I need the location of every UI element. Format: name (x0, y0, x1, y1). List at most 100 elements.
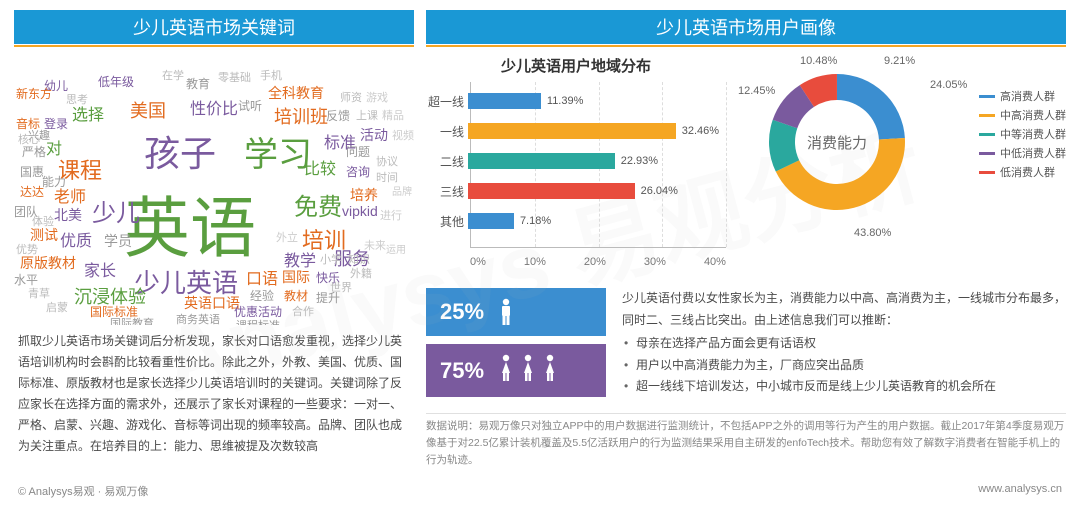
wordcloud-word: 手机 (260, 67, 282, 83)
wordcloud-word: 视频 (392, 127, 414, 143)
wordcloud-word: 达达 (20, 183, 44, 200)
left-underline (14, 45, 414, 47)
wordcloud-word: 师资 (340, 89, 362, 105)
wordcloud-word: 能力 (42, 173, 66, 190)
summary-bullet: 用户以中高消费能力为主，厂商应突出品质 (622, 355, 1066, 377)
wordcloud-word: 国惠 (20, 163, 44, 180)
wordcloud-word: vipkid (342, 203, 378, 219)
donut-pct-label: 43.80% (854, 227, 891, 239)
donut-chart-area: 消费能力12.45% 10.48% 9.21% 24.05% 43.80% 高消费人群中高… (734, 55, 1066, 272)
wordcloud-word: 优质 (60, 227, 92, 251)
wordcloud-word: 核心 (18, 131, 40, 147)
wordcloud-word: 零基础 (218, 69, 251, 85)
wordcloud-word: 在学 (162, 67, 184, 83)
wordcloud-word: 外籍 (350, 265, 372, 281)
summary-intro: 少儿英语付费以女性家长为主，消费能力以中高、高消费为主，一线城市分布最多，同时二… (622, 288, 1066, 331)
wordcloud-word: 知识 (348, 251, 370, 267)
wordcloud-word: 进行 (380, 207, 402, 223)
wordcloud-word: 学员 (104, 231, 132, 251)
wordcloud-word: 游戏 (366, 89, 388, 105)
left-panel: 少儿英语市场关键词 英语孩子学习少儿英语少儿免费课程美国培训班培训服务比较标准v… (14, 10, 414, 464)
wordcloud-word: 家长 (84, 257, 116, 281)
wordcloud-word: 原版教材 (20, 253, 76, 273)
male-icon (498, 298, 514, 326)
bar-chart: 超一线11.39% 一线32.46% 二线22.93% 三线26.04% 其他7.18%… (426, 82, 726, 272)
summary-block: 少儿英语付费以女性家长为主，消费能力以中高、高消费为主，一线城市分布最多，同时二… (622, 288, 1066, 405)
wordcloud-word: 国际教育 (110, 315, 154, 325)
bar-row: 超一线11.39% (426, 90, 726, 112)
bar-row: 三线26.04% (426, 180, 726, 202)
wordcloud-word: 比较 (304, 155, 336, 179)
wordcloud-word: 商务英语 (176, 311, 220, 325)
wordcloud-word: 外立 (276, 229, 298, 245)
female-icons (498, 354, 564, 387)
donut-pct-label: 24.05% (930, 79, 967, 91)
wordcloud-word: 经验 (250, 287, 274, 304)
wordcloud-word: 英语口语 (184, 293, 240, 313)
wordcloud-word: 对 (46, 135, 62, 159)
wordcloud-word: 问题 (346, 143, 370, 160)
left-paragraph: 抓取少儿英语市场关键词后分析发现，家长对口语愈发重视，选择少儿英语培训机构时会斟… (14, 331, 414, 457)
wordcloud-word: 精品 (382, 107, 404, 123)
bar-row: 二线22.93% (426, 150, 726, 172)
donut-center-label: 消费能力 (762, 67, 912, 217)
donut-pct-label: 12.45% (738, 85, 775, 97)
left-title: 少儿英语市场关键词 (14, 10, 414, 44)
bar-chart-title: 少儿英语用户地域分布 (426, 55, 726, 76)
stat-female: 75% (426, 344, 606, 397)
wordcloud-word: 上课 (356, 107, 378, 123)
wordcloud-word: 教育 (186, 75, 210, 92)
wordcloud-word: 国际 (282, 267, 310, 287)
bar-row: 一线32.46% (426, 120, 726, 142)
wordcloud-word: 活动 (360, 125, 388, 145)
wordcloud-word: 孩子 (144, 125, 216, 177)
wordcloud-word: 低年级 (98, 73, 134, 90)
bar-row: 其他7.18% (426, 210, 726, 232)
wordcloud-word: 口语 (246, 265, 278, 289)
wordcloud-word: 咨询 (346, 163, 370, 180)
wordcloud-word: 教材 (284, 287, 308, 304)
donut-legend: 高消费人群中高消费人群中等消费人群中低消费人群低消费人群 (979, 85, 1066, 183)
gender-stats: 25% 75% (426, 288, 606, 405)
wordcloud-word: 课程标准 (236, 317, 280, 325)
summary-bullets: 母亲在选择产品方面会更有话语权用户以中高消费能力为主，厂商应突出品质超一线线下培… (622, 333, 1066, 398)
wordcloud-word: 新东方 (16, 85, 52, 102)
wordcloud-word: 少儿 (92, 193, 140, 228)
wordcloud-word: 全科教育 (268, 83, 324, 103)
wordcloud-word: 培训班 (274, 103, 328, 129)
wordcloud-word: 世界 (330, 279, 352, 295)
wordcloud-word: 美国 (130, 97, 166, 123)
right-underline (426, 45, 1066, 47)
wordcloud-word: 启蒙 (46, 299, 68, 315)
footer-left: © Analysys易观 · 易观万像 (18, 483, 148, 499)
footer: © Analysys易观 · 易观万像 www.analysys.cn (18, 483, 1062, 499)
male-pct: 25% (440, 299, 484, 325)
footer-right: www.analysys.cn (978, 483, 1062, 499)
donut-pct-label: 10.48% (800, 55, 837, 67)
wordcloud-word: 试听 (238, 97, 262, 114)
wordcloud-word: 运用 (386, 241, 406, 256)
summary-bullet: 母亲在选择产品方面会更有话语权 (622, 333, 1066, 355)
data-source-note: 数据说明：易观万像只对独立APP中的用户数据进行监测统计，不包括APP之外的调用… (426, 413, 1066, 468)
wordcloud-word: 反馈 (326, 107, 350, 124)
wordcloud-word: 学习 (244, 127, 312, 176)
right-panel: 少儿英语市场用户画像 少儿英语用户地域分布 超一线11.39% 一线32.46% 二… (426, 10, 1066, 464)
wordcloud-word: 协议 (376, 153, 398, 169)
wordcloud-word: 免费 (294, 187, 342, 222)
wordcloud-word: 品牌 (392, 183, 412, 198)
wordcloud: 英语孩子学习少儿英语少儿免费课程美国培训班培训服务比较标准vipkid老师沉浸体… (14, 55, 414, 325)
stat-male: 25% (426, 288, 606, 336)
wordcloud-word: 英语 (124, 175, 256, 271)
wordcloud-word: 体验 (32, 213, 54, 229)
wordcloud-word: 小学 (320, 251, 342, 267)
bar-chart-area: 少儿英语用户地域分布 超一线11.39% 一线32.46% 二线22.93% 三线26… (426, 55, 726, 272)
wordcloud-word: 思考 (66, 91, 88, 107)
wordcloud-word: 培养 (350, 185, 378, 205)
wordcloud-word: 合作 (292, 303, 314, 319)
wordcloud-word: 未来 (364, 237, 386, 253)
right-title: 少儿英语市场用户画像 (426, 10, 1066, 44)
wordcloud-word: 北美 (54, 205, 82, 225)
summary-bullet: 超一线线下培训发达，中小城市反而是线上少儿英语教育的机会所在 (622, 376, 1066, 398)
donut-pct-label: 9.21% (884, 55, 915, 67)
female-pct: 75% (440, 358, 484, 384)
